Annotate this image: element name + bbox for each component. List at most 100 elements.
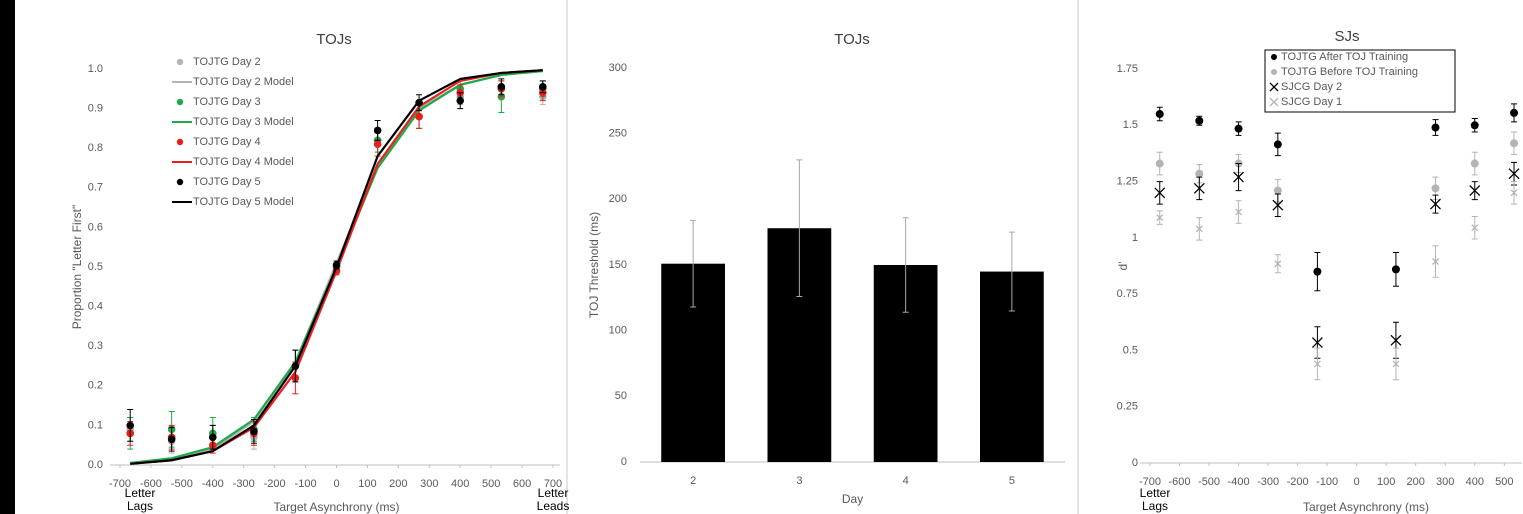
data-point [1155, 159, 1164, 168]
legend-label: TOJTG Day 4 [193, 136, 261, 148]
y-tick-label: 1.75 [1117, 63, 1138, 75]
x-tick-label: 300 [420, 478, 438, 490]
data-point [1155, 110, 1164, 119]
legend-swatch [176, 98, 184, 106]
y-tick-label: 0.75 [1117, 288, 1138, 300]
data-point [1273, 140, 1282, 149]
x-tick-label: -200 [264, 478, 286, 490]
data-point [167, 435, 176, 444]
legend-label: TOJTG Day 5 [193, 176, 261, 188]
data-point [373, 140, 382, 149]
data-point [1510, 189, 1518, 197]
data-point [1510, 139, 1519, 148]
data-point [1311, 337, 1323, 349]
data-point [1392, 360, 1400, 368]
legend-swatch [1269, 82, 1279, 92]
data-point [415, 112, 423, 121]
x-tick-label: -400 [1228, 476, 1250, 488]
data-point [1391, 265, 1400, 274]
axis-note: Lags [1142, 499, 1168, 513]
y-tick-label: 50 [615, 390, 627, 402]
x-tick-label: -600 [1169, 476, 1191, 488]
data-point [1432, 258, 1439, 265]
chart-title: TOJs [834, 31, 870, 48]
legend-swatch [1269, 97, 1279, 107]
legend-label: TOJTG After TOJ Training [1281, 51, 1408, 63]
x-tick-label: -300 [233, 478, 255, 490]
data-point [250, 427, 258, 436]
x-tick-label: -500 [171, 478, 193, 490]
x-axis-title: Day [842, 492, 863, 506]
data-point [1195, 225, 1203, 233]
data-point [1273, 186, 1282, 195]
y-axis-title: Proportion "Letter First" [70, 205, 84, 330]
y-tick-label: 0.0 [88, 459, 103, 471]
x-tick-label: -500 [1198, 476, 1220, 488]
y-tick-label: 300 [609, 62, 627, 74]
axis-note: Letter [125, 486, 156, 500]
y-tick-label: 0.7 [88, 182, 103, 194]
data-point [1193, 182, 1205, 194]
x-tick-label: 0 [1354, 476, 1360, 488]
y-tick-label: 250 [609, 128, 627, 140]
x-tick-label: 200 [1407, 476, 1425, 488]
left-strip [0, 0, 15, 514]
y-tick-label: 0.6 [88, 221, 103, 233]
x-tick-label: -600 [140, 478, 162, 490]
y-tick-label: 0 [1132, 457, 1138, 469]
y-tick-label: 100 [609, 325, 627, 337]
data-point [1272, 199, 1284, 211]
axis-note: Lags [127, 499, 153, 513]
data-point [1313, 267, 1322, 276]
y-axis-title: d' [1116, 262, 1130, 271]
y-tick-label: 0.2 [88, 380, 103, 392]
error-bar [690, 219, 697, 308]
legend-label: TOJTG Day 5 Model [193, 196, 294, 208]
x-tick-label: 3 [796, 475, 802, 487]
legend-label: TOJTG Day 4 Model [193, 156, 294, 168]
legend-label: SJCG Day 2 [1281, 81, 1342, 93]
data-point [1508, 168, 1520, 180]
y-tick-label: 0.5 [1123, 344, 1138, 356]
data-point [1469, 185, 1481, 197]
x-tick-label: 500 [482, 478, 500, 490]
data-point [1470, 159, 1479, 168]
data-point [1274, 260, 1282, 268]
data-point [538, 83, 547, 91]
chart-title: SJs [1334, 28, 1359, 45]
data-point [1156, 214, 1164, 222]
data-point [1510, 108, 1519, 117]
data-point [456, 96, 465, 105]
data-point [1233, 171, 1245, 183]
axis-note: Letter [1140, 486, 1171, 500]
data-point [1431, 123, 1440, 132]
y-tick-label: 1.0 [88, 63, 103, 75]
chart-title: TOJs [316, 31, 352, 48]
y-axis-title: TOJ Threshold (ms) [587, 212, 601, 318]
error-bar [1008, 231, 1015, 312]
x-tick-label: 100 [1377, 476, 1395, 488]
y-tick-label: 1 [1132, 232, 1138, 244]
x-tick-label: 600 [513, 478, 531, 490]
data-point [1195, 169, 1204, 178]
x-tick-label: -100 [1316, 476, 1338, 488]
x-tick-label: 100 [358, 478, 376, 490]
x-tick-label: 400 [451, 478, 469, 490]
x-tick-label: 5 [1009, 475, 1015, 487]
legend-swatch [176, 178, 184, 186]
legend-label: TOJTG Day 2 Model [193, 76, 294, 88]
y-tick-label: 1.25 [1117, 175, 1138, 187]
x-tick-label: -100 [295, 478, 317, 490]
x-tick-label: 400 [1466, 476, 1484, 488]
model-line [130, 69, 543, 465]
x-tick-label: 2 [690, 475, 696, 487]
y-tick-label: 150 [609, 259, 627, 271]
legend-label: TOJTG Day 2 [193, 56, 261, 68]
legend-label: TOJTG Day 3 Model [193, 116, 294, 128]
legend-swatch [176, 58, 184, 66]
y-tick-label: 0 [621, 456, 627, 468]
x-axis-title: Target Asynchrony (ms) [273, 500, 399, 514]
x-tick-label: 4 [903, 475, 909, 487]
x-tick-label: -700 [109, 478, 131, 490]
